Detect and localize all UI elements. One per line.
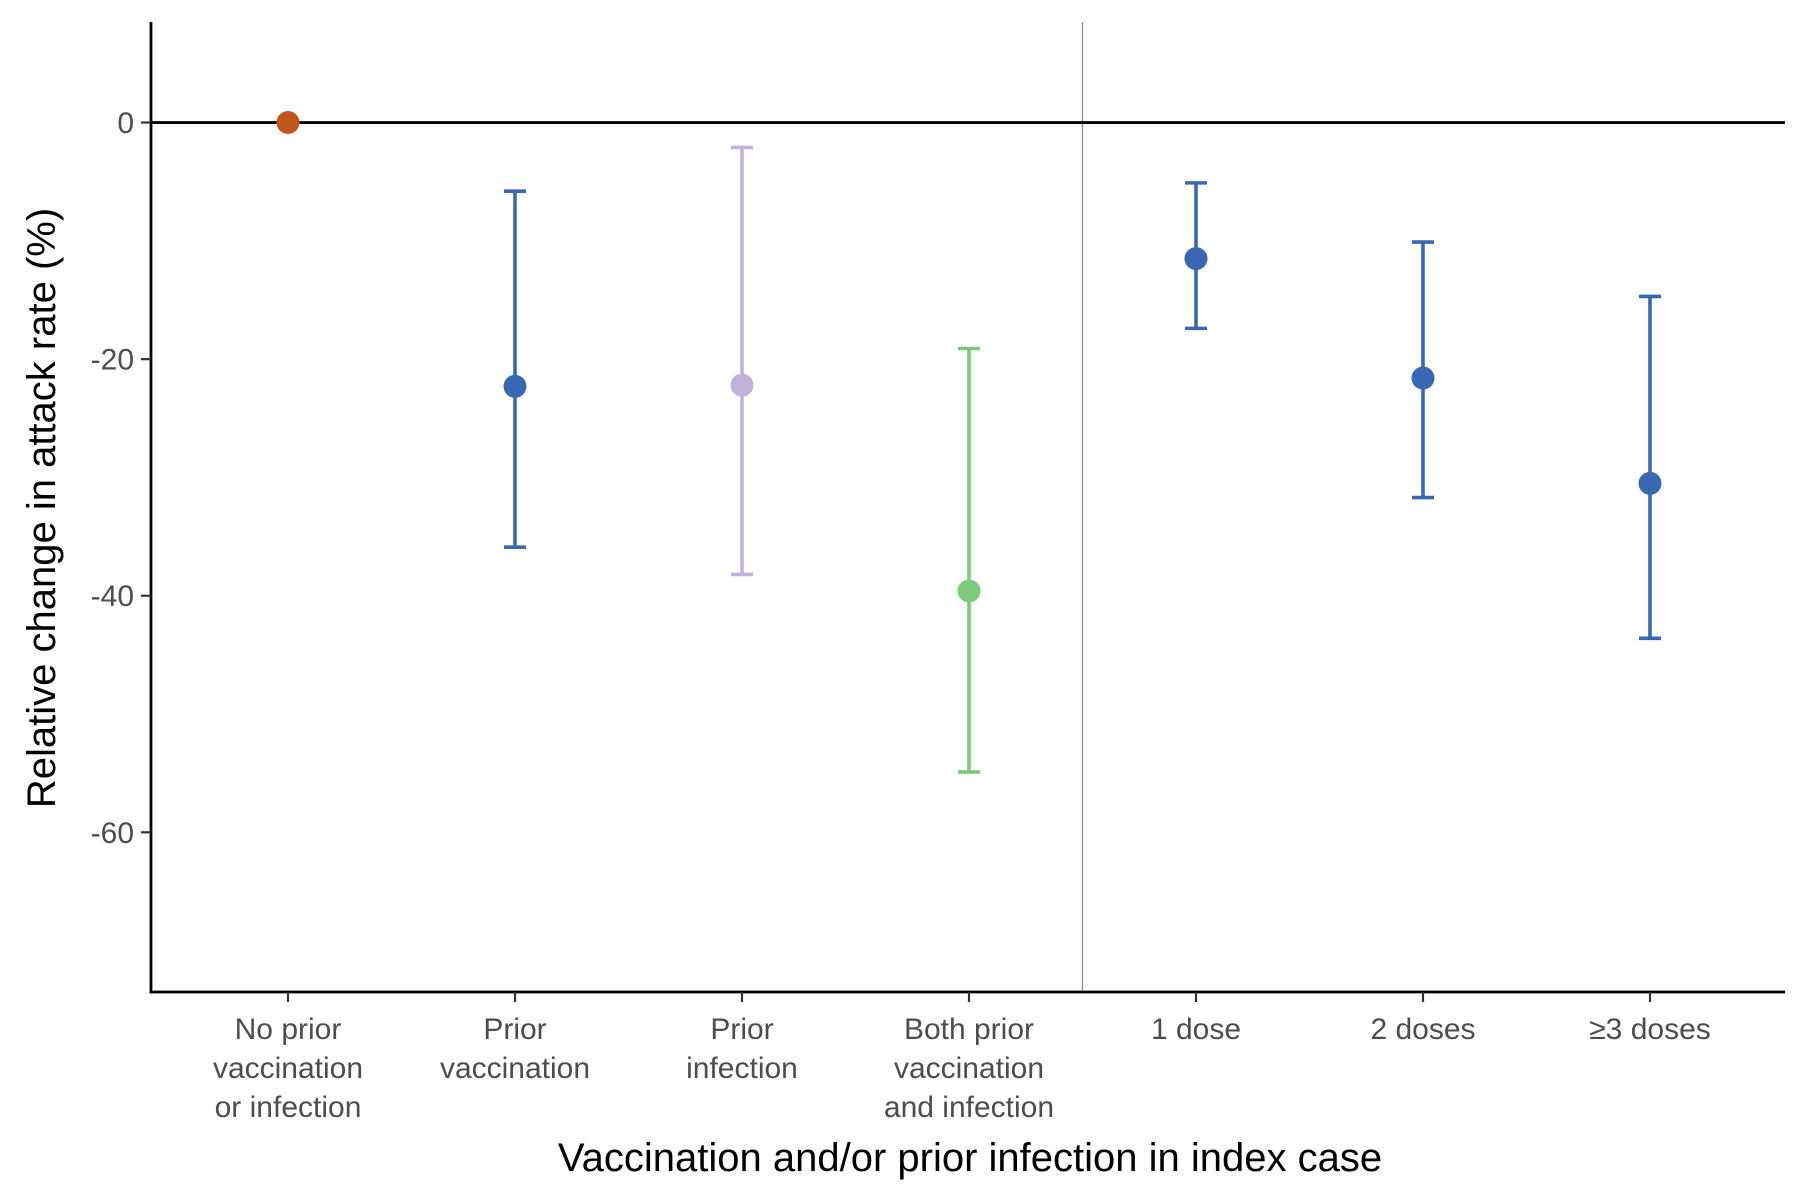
x-tick-label: Prior infection [686, 1013, 798, 1085]
estimate-point [276, 111, 300, 135]
x-tick-label: No prior vaccination or infection [213, 1013, 363, 1124]
y-tick-label: -40 [91, 580, 134, 613]
x-tick-label: 2 doses [1370, 1013, 1475, 1046]
estimate-point [957, 579, 981, 603]
estimate-point [1638, 471, 1662, 495]
estimate-point [1184, 247, 1208, 271]
y-tick-label: 0 [117, 107, 134, 140]
estimate-point [503, 374, 527, 398]
x-tick-label: Both prior vaccination and infection [884, 1013, 1054, 1124]
x-tick-label: 1 dose [1151, 1013, 1241, 1046]
x-tick-label: ≥3 doses [1589, 1013, 1711, 1046]
estimate-point [1411, 366, 1435, 390]
y-tick-label: -60 [91, 817, 134, 850]
estimate-point [730, 373, 754, 397]
y-tick-label: -20 [91, 344, 134, 377]
x-tick-label: Prior vaccination [440, 1013, 590, 1085]
x-axis-title: Vaccination and/or prior infection in in… [558, 1136, 1382, 1180]
y-axis-title: Relative change in attack rate (%) [20, 208, 64, 808]
